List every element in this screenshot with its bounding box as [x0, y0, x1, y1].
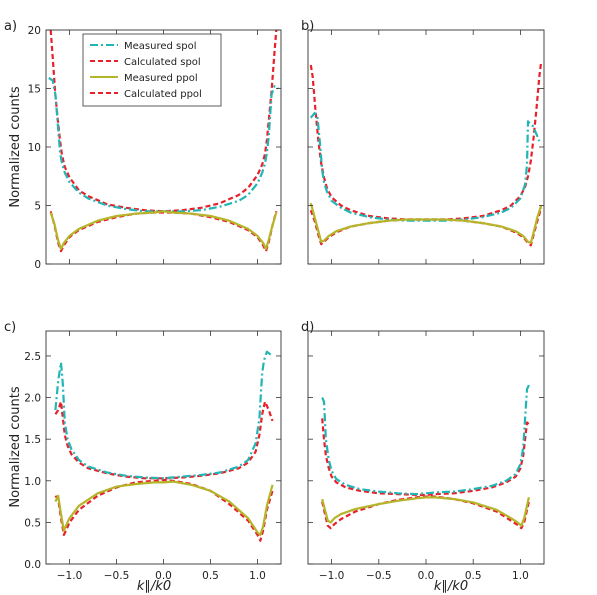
- x-axis-title-d: k∥/k0: [434, 579, 468, 594]
- y-tick-label-c-3: 1.5: [24, 434, 41, 446]
- series-line-calculated-spol-d: [321, 418, 530, 496]
- y-tick-label-c-2: 1.0: [24, 476, 41, 488]
- y-tick-label-c-5: 2.5: [24, 351, 41, 363]
- panel-label-a: a): [4, 19, 17, 34]
- series-line-calculated-ppol-c: [54, 478, 274, 542]
- x-tick-label-c-3: 0.5: [202, 570, 219, 582]
- x-tick-label-d-1: −0.5: [366, 570, 392, 582]
- y-tick-label-c-4: 2.0: [24, 393, 41, 405]
- y-tick-label-a-2: 10: [28, 142, 41, 154]
- legend-label-3: Calculated ppol: [124, 89, 202, 100]
- axes-frame-d: [307, 330, 545, 565]
- panel-label-c: c): [4, 320, 16, 335]
- legend: Measured spol Calculated spol Measured p…: [82, 33, 222, 107]
- panel-c: 0.0 0.5 1.0 1.5 2.0 2.5 −1.0 −0.5 0.0 0.5 1.0: [24, 330, 282, 582]
- series-line-calculated-ppol-a: [49, 211, 278, 253]
- axes-frame-c: [45, 330, 282, 565]
- x-tick-label-d-2: 0.0: [418, 570, 435, 582]
- legend-label-0: Measured spol: [124, 41, 196, 52]
- y-axis-title-top: Normalized counts: [8, 86, 23, 208]
- y-tick-label-a-4: 20: [28, 25, 41, 37]
- x-tick-label-d-4: 1.0: [512, 570, 529, 582]
- x-tick-label-d-3: 0.5: [465, 570, 482, 582]
- panel-d: −1.0 −0.5 0.0 0.5 1.0: [307, 330, 545, 582]
- x-tick-label-c-4: 1.0: [249, 570, 266, 582]
- y-tick-label-a-3: 15: [28, 84, 41, 96]
- y-tick-label-c-1: 0.5: [24, 517, 41, 529]
- x-tick-label-c-1: −0.5: [104, 570, 130, 582]
- series-line-measured-ppol-b: [309, 202, 543, 244]
- x-tick-label-d-0: −1.0: [319, 570, 345, 582]
- series-line-measured-spol-d: [321, 384, 530, 496]
- y-tick-label-a-0: 0: [34, 259, 41, 271]
- legend-label-1: Calculated spol: [124, 57, 201, 68]
- y-tick-label-c-0: 0.0: [24, 559, 41, 571]
- series-line-measured-ppol-c: [54, 480, 274, 537]
- series-line-calculated-ppol-d: [321, 495, 530, 530]
- y-tick-label-a-1: 5: [34, 201, 41, 213]
- series-line-calculated-spol-a: [49, 30, 278, 213]
- x-axis-title-c: k∥/k0: [137, 579, 171, 594]
- panel-a: 0 5 10 15 20: [28, 25, 282, 271]
- x-tick-label-c-0: −1.0: [57, 570, 83, 582]
- series-line-measured-spol-c: [54, 350, 274, 480]
- series-line-measured-ppol-d: [321, 496, 530, 527]
- x-tick-label-c-2: 0.0: [155, 570, 172, 582]
- series-line-measured-ppol-a: [49, 210, 278, 250]
- panel-b: [307, 29, 545, 265]
- y-axis-title-bottom: Normalized counts: [8, 386, 23, 508]
- legend-label-2: Measured ppol: [124, 73, 198, 84]
- series-line-measured-spol-b: [309, 111, 541, 222]
- series-line-calculated-spol-b: [309, 61, 543, 221]
- series-line-calculated-spol-c: [54, 400, 274, 480]
- series-line-calculated-ppol-b: [309, 207, 543, 247]
